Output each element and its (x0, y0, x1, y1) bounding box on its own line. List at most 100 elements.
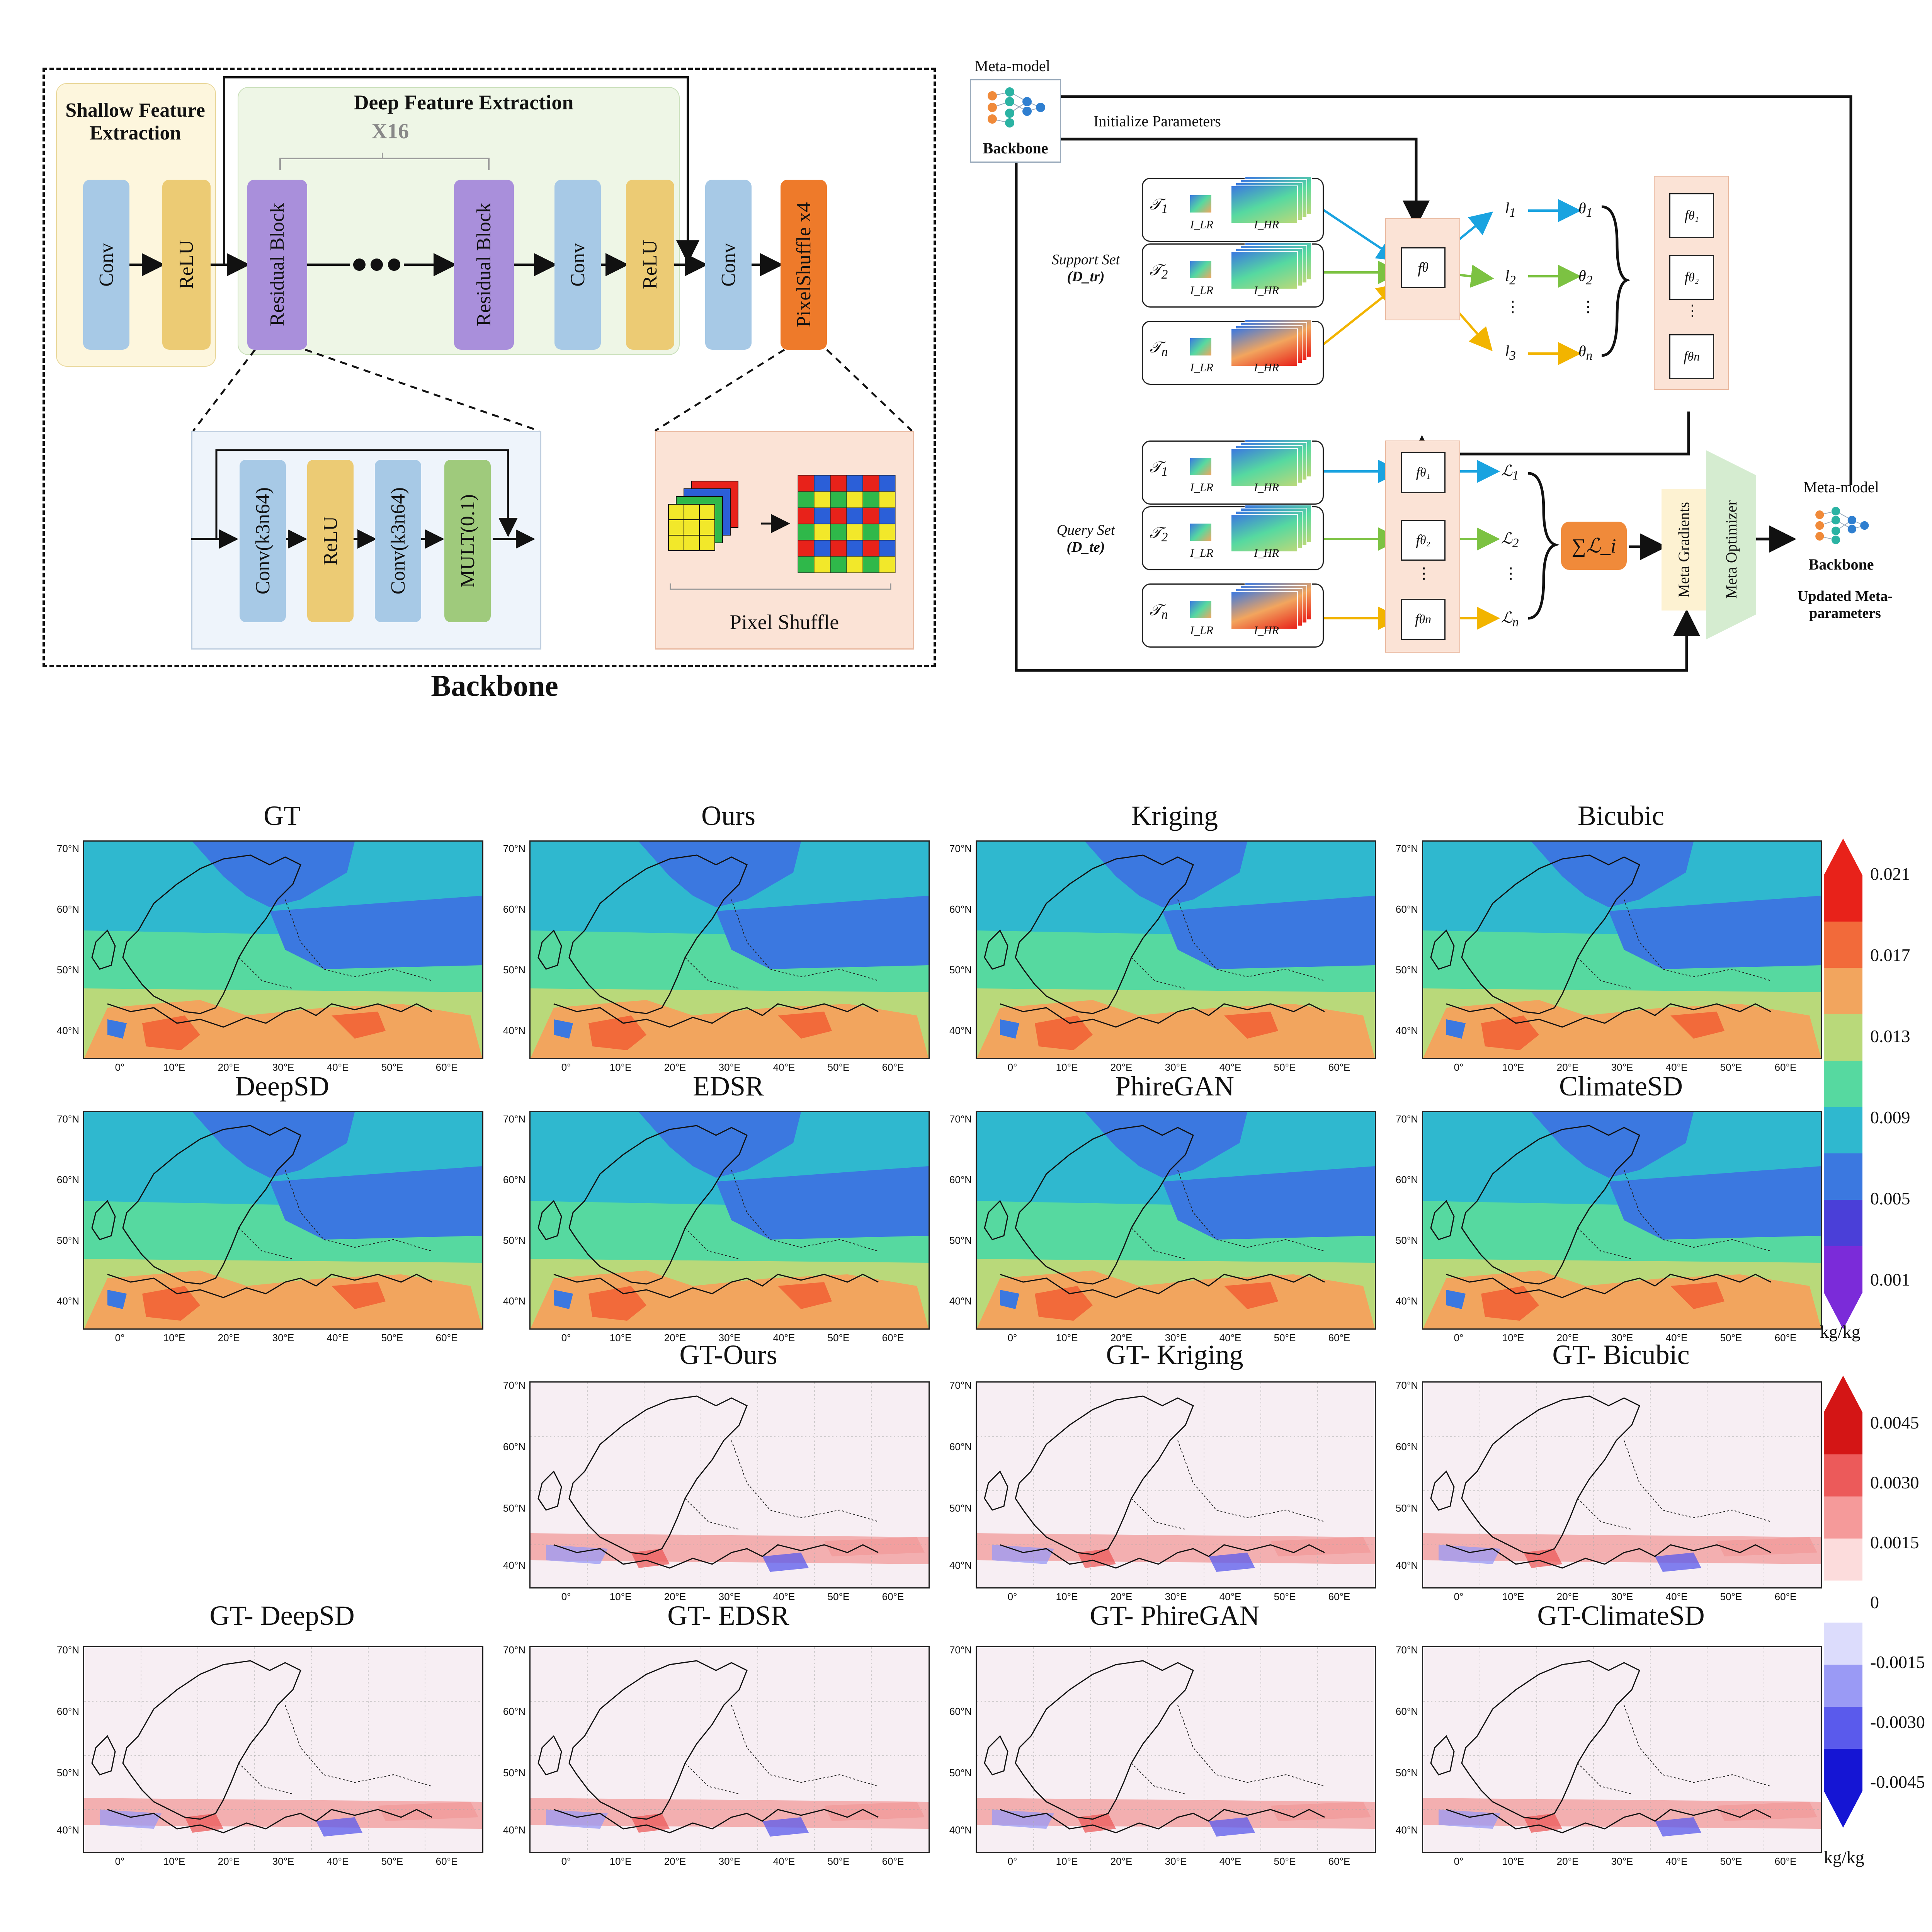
hr-stack-layer (1231, 514, 1298, 552)
coastline (1000, 1274, 1325, 1298)
field-contour (107, 1290, 127, 1309)
lon-tick-label: 20°E (218, 1332, 240, 1344)
lon-tick-label: 20°E (218, 1061, 240, 1073)
lr-label: I_LR (1190, 624, 1213, 637)
lat-tick-label: 40°N (949, 1560, 972, 1571)
theta-2: θ2 (1578, 267, 1593, 287)
coastline (1000, 1544, 1325, 1569)
pixel-shuffle-cell (798, 556, 815, 573)
res-relu: ReLU (307, 460, 354, 622)
coastline (568, 1125, 748, 1285)
lat-tick-label: 60°N (503, 903, 526, 915)
coastline (553, 1003, 879, 1028)
colorbar-segment (1824, 1200, 1862, 1247)
pixel-shuffle-label: Pixel Shuffle (730, 611, 839, 634)
coastline (1461, 1660, 1640, 1820)
pixel-shuffle-cell (830, 540, 847, 557)
lat-tick-label: 40°N (503, 1560, 526, 1571)
lon-tick-label: 60°E (1774, 1591, 1797, 1602)
field-contour (192, 1112, 355, 1178)
lon-tick-label: 30°E (1165, 1061, 1187, 1073)
coastline (553, 1274, 879, 1298)
country-border (685, 1170, 879, 1259)
pixel-shuffle-cell (846, 556, 863, 573)
lon-tick-label: 30°E (1611, 1855, 1633, 1867)
map-panel-title: GT- Kriging (1106, 1339, 1243, 1370)
lon-tick-label: 20°E (218, 1855, 240, 1867)
lat-tick-label: 60°N (1395, 1706, 1418, 1717)
lon-tick-label: 20°E (664, 1855, 686, 1867)
coastline (1446, 1274, 1771, 1298)
lat-tick-label: 50°N (56, 964, 79, 976)
field-contour (1446, 1019, 1466, 1039)
lon-tick-label: 20°E (1110, 1591, 1133, 1602)
difference-contour (1655, 1553, 1701, 1572)
lon-tick-label: 50°E (1720, 1332, 1742, 1344)
lon-tick-label: 20°E (1556, 1061, 1579, 1073)
lon-tick-label: 50°E (1720, 1061, 1742, 1073)
map-panel-title: PhireGAN (1115, 1071, 1234, 1102)
colorbar-2 (1824, 1376, 1862, 1828)
lat-tick-label: 50°N (1395, 1502, 1418, 1514)
lat-tick-label: 60°N (56, 1174, 79, 1185)
hr-label: I_HR (1254, 481, 1279, 494)
country-border (238, 1705, 432, 1794)
difference-map-panel (83, 1646, 483, 1853)
lat-tick-label: 40°N (503, 1824, 526, 1836)
theta-dots: ⋮ (1580, 298, 1596, 315)
lon-tick-label: 0° (561, 1332, 571, 1344)
coastline (122, 1660, 301, 1820)
lat-tick-label: 70°N (1395, 1379, 1418, 1391)
backbone-title: Backbone (431, 669, 558, 702)
lat-tick-label: 40°N (1395, 1024, 1418, 1036)
lr-thumbnail (1190, 458, 1211, 475)
lon-tick-label: 60°E (882, 1332, 904, 1344)
meta-connectors (1015, 95, 1852, 672)
pixel-shuffle-cell (862, 475, 879, 492)
lon-tick-label: 50°E (1274, 1591, 1296, 1602)
humidity-map-panel (529, 1111, 930, 1330)
colorbar-segment (1824, 1246, 1862, 1293)
country-border (1131, 1170, 1325, 1259)
lon-tick-label: 20°E (1556, 1855, 1579, 1867)
sum-loss: ∑ℒ_i (1561, 522, 1627, 570)
lon-tick-label: 0° (1454, 1332, 1464, 1344)
map-panel-title: GT- DeepSD (209, 1600, 355, 1631)
lr-label: I_LR (1190, 218, 1213, 231)
loss-dots: ⋮ (1505, 298, 1520, 315)
field-contour (107, 1019, 127, 1039)
lon-tick-label: 0° (561, 1591, 571, 1602)
coastline (984, 1200, 1009, 1240)
coastline (1430, 929, 1455, 970)
coastline (1000, 1809, 1325, 1833)
pixel-shuffle-cell (814, 507, 831, 524)
lon-tick-label: 50°E (827, 1332, 850, 1344)
lon-tick-label: 20°E (1556, 1591, 1579, 1602)
humidity-map-panel (83, 1111, 483, 1330)
lat-tick-label: 70°N (503, 1644, 526, 1656)
task-label: 𝒯n (1150, 601, 1168, 622)
colorbar-2-tick: 0.0015 (1870, 1532, 1919, 1552)
task-label: 𝒯1 (1150, 196, 1168, 216)
lat-tick-label: 50°N (1395, 1234, 1418, 1246)
res-mult: MULT(0.1) (444, 460, 491, 622)
pixel-shuffle-cell (798, 540, 815, 557)
lon-tick-label: 40°E (1665, 1855, 1688, 1867)
hr-label: I_HR (1254, 218, 1279, 231)
pixel-shuffle-illustration (668, 475, 896, 590)
lon-tick-label: 10°E (609, 1332, 632, 1344)
coastline (107, 1274, 432, 1298)
pixel-shuffle-cell (862, 524, 879, 541)
lon-tick-label: 0° (115, 1332, 125, 1344)
task-label: 𝒯2 (1150, 261, 1168, 282)
lon-tick-label: 0° (1454, 1591, 1464, 1602)
backbone-connectors (129, 76, 913, 432)
lat-tick-label: 50°N (56, 1234, 79, 1246)
difference-contour (762, 1817, 809, 1837)
lat-tick-label: 60°N (949, 1174, 972, 1185)
coastline (1000, 1003, 1325, 1028)
lon-tick-label: 30°E (718, 1855, 741, 1867)
query-loss-dots: ⋮ (1503, 565, 1519, 582)
lon-tick-label: 60°E (882, 1591, 904, 1602)
